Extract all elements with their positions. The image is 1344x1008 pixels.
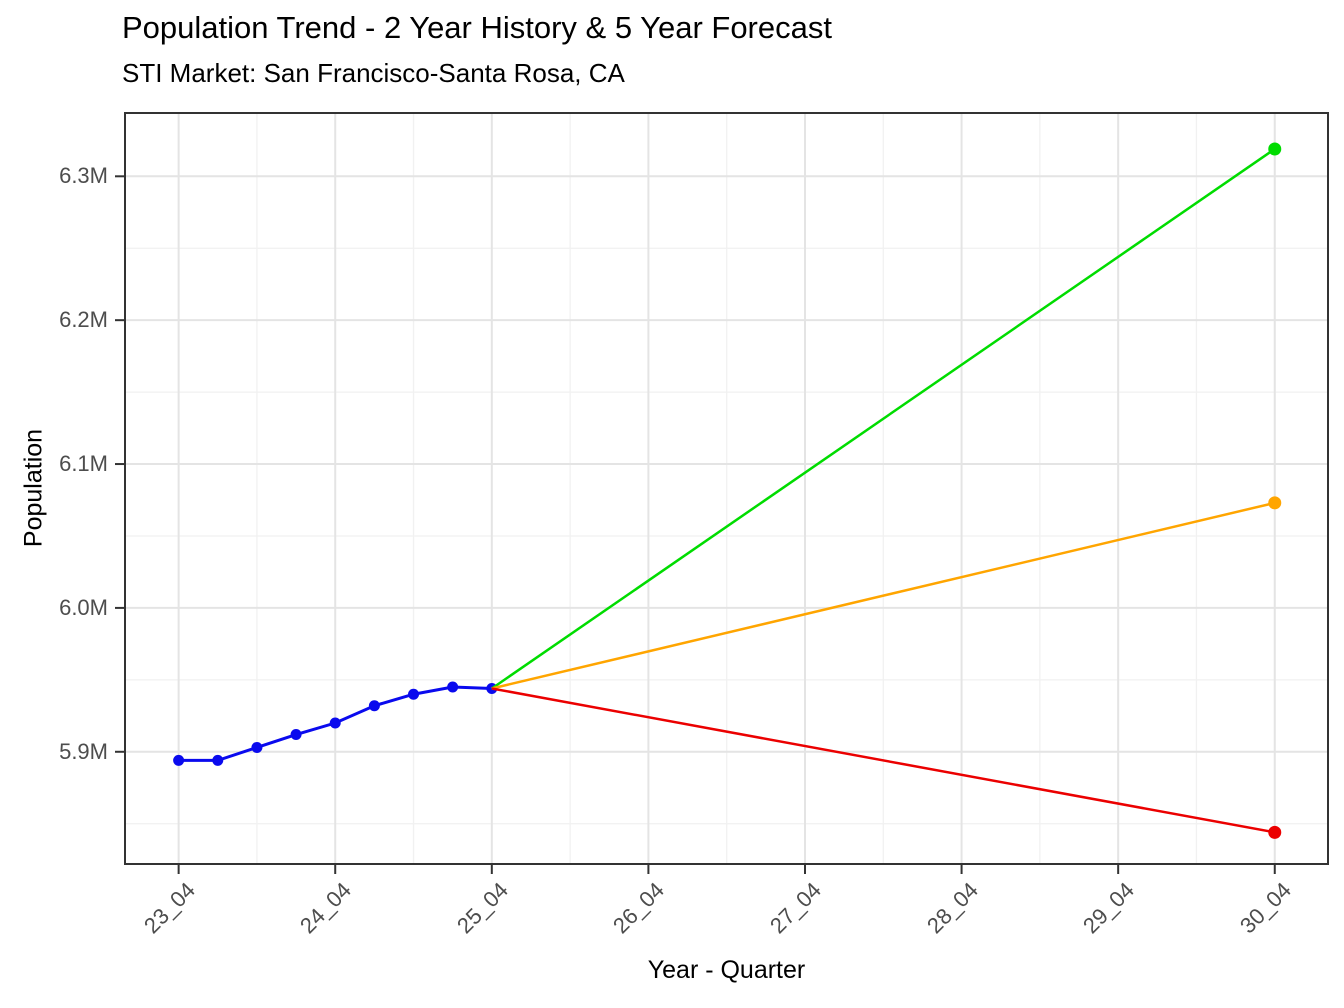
series-point-history <box>329 717 341 729</box>
series-line-forecast-base <box>491 501 1276 690</box>
series-point-forecast-low <box>1268 825 1282 839</box>
series-line-forecast-high <box>491 147 1276 690</box>
series-line-forecast-low <box>491 687 1275 834</box>
series-point-history <box>173 754 185 766</box>
series-point-history <box>408 688 420 700</box>
chart-title: Population Trend - 2 Year History & 5 Ye… <box>122 10 832 45</box>
x-axis-title: Year - Quarter <box>647 956 806 984</box>
series-point-history <box>290 729 302 741</box>
series-point-history <box>212 754 224 766</box>
y-tick-label: 6.3M <box>59 163 108 189</box>
y-tick-label: 5.9M <box>59 738 108 764</box>
series-point-forecast-high <box>1268 142 1282 156</box>
series-point-history <box>447 681 459 693</box>
y-tick-label: 6.0M <box>59 594 108 620</box>
series-point-forecast-base <box>1268 496 1282 510</box>
series-point-history <box>251 741 263 753</box>
y-tick-label: 6.1M <box>59 451 108 477</box>
chart-subtitle: STI Market: San Francisco-Santa Rosa, CA <box>122 58 625 88</box>
panel-border <box>124 112 1329 865</box>
y-axis-title: Population <box>19 428 48 548</box>
series-point-history <box>368 700 380 712</box>
y-tick-label: 6.2M <box>59 307 108 333</box>
